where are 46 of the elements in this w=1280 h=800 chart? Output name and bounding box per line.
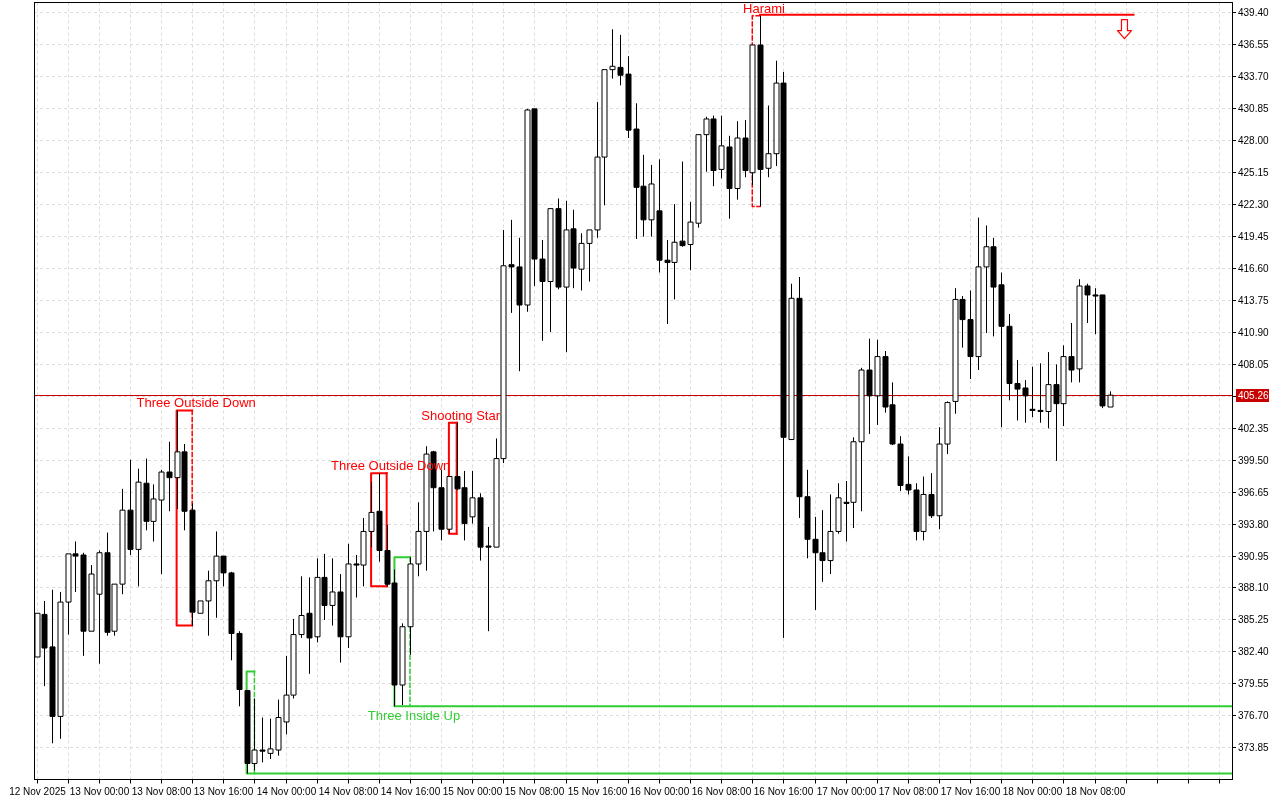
x-tick-label: 18 Nov 00:00 bbox=[1002, 786, 1063, 797]
x-tick-label: 16 Nov 00:00 bbox=[629, 786, 690, 797]
ref-line-label: 405.26 bbox=[1238, 390, 1270, 401]
annotation: Harami bbox=[743, 0, 786, 16]
y-tick-label: 436.55 bbox=[1238, 39, 1270, 50]
x-tick-label: 14 Nov 08:00 bbox=[318, 786, 379, 797]
annotation: Three Inside Up bbox=[367, 707, 461, 723]
x-tick-label: 15 Nov 00:00 bbox=[442, 786, 503, 797]
y-tick-label: 408.05 bbox=[1238, 359, 1270, 370]
x-tick-label: 13 Nov 08:00 bbox=[131, 786, 192, 797]
y-tick-label: 439.40 bbox=[1238, 7, 1270, 18]
y-tick-label: 428.00 bbox=[1238, 135, 1270, 146]
y-tick-label: 416.60 bbox=[1238, 263, 1270, 274]
x-tick-label: 16 Nov 08:00 bbox=[691, 786, 752, 797]
x-tick-label: 15 Nov 16:00 bbox=[567, 786, 628, 797]
x-tick-label: 14 Nov 00:00 bbox=[256, 786, 317, 797]
annotation: Shooting Star bbox=[421, 407, 501, 423]
y-tick-label: 376.70 bbox=[1238, 710, 1270, 721]
y-tick-label: 430.85 bbox=[1238, 103, 1270, 114]
annotation: Three Outside Down bbox=[136, 395, 256, 411]
y-tick-label: 385.25 bbox=[1238, 614, 1270, 625]
x-tick-label: 16 Nov 16:00 bbox=[753, 786, 814, 797]
x-tick-label: 17 Nov 00:00 bbox=[816, 786, 877, 797]
y-tick-label: 373.85 bbox=[1238, 742, 1270, 753]
y-tick-label: 382.40 bbox=[1238, 646, 1270, 657]
y-tick-label: 393.80 bbox=[1238, 519, 1270, 530]
y-tick-label: 388.10 bbox=[1238, 582, 1270, 593]
y-tick-label: 413.75 bbox=[1238, 295, 1270, 306]
x-tick-label: 17 Nov 08:00 bbox=[878, 786, 939, 797]
x-tick-label: 15 Nov 08:00 bbox=[504, 786, 565, 797]
x-tick-label: 14 Nov 16:00 bbox=[380, 786, 441, 797]
y-tick-label: 433.70 bbox=[1238, 71, 1270, 82]
y-tick-label: 396.65 bbox=[1238, 487, 1270, 498]
x-tick-label: 18 Nov 08:00 bbox=[1065, 786, 1126, 797]
x-tick-label: 13 Nov 00:00 bbox=[69, 786, 130, 797]
y-tick-label: 410.90 bbox=[1238, 327, 1270, 338]
y-tick-label: 379.55 bbox=[1238, 678, 1270, 689]
y-tick-label: 399.50 bbox=[1238, 455, 1270, 466]
y-tick-label: 419.45 bbox=[1238, 231, 1270, 242]
x-tick-label: 13 Nov 16:00 bbox=[193, 786, 254, 797]
y-tick-label: 422.30 bbox=[1238, 199, 1270, 210]
x-tick-label: 12 Nov 2025 bbox=[9, 786, 67, 797]
y-tick-label: 425.15 bbox=[1238, 167, 1270, 178]
y-tick-label: 402.35 bbox=[1238, 423, 1270, 434]
x-tick-label: 17 Nov 16:00 bbox=[940, 786, 1001, 797]
y-tick-label: 390.95 bbox=[1238, 551, 1270, 562]
